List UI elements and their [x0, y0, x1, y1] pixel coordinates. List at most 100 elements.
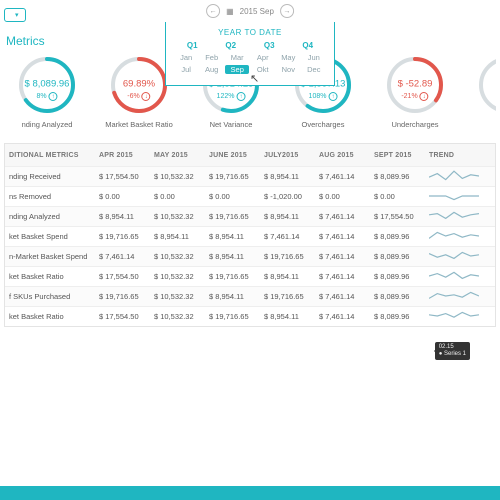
month-Jul[interactable]: Jul	[174, 65, 198, 74]
month-Sep[interactable]: Sep	[225, 65, 249, 74]
cell: $ 19,716.65	[209, 212, 264, 221]
cell: $ 8,954.11	[154, 232, 209, 241]
kpi-card: $ 8,089.96 8%↑ nding Analyzed	[4, 54, 90, 129]
chevron-down-icon: ▾	[15, 11, 19, 19]
month-Apr[interactable]: Apr	[251, 53, 275, 62]
cell: $ 19,716.65	[264, 292, 319, 301]
spark-tooltip: 02.15 ● Series 1	[435, 342, 470, 360]
kpi-label: nding Analyzed	[4, 120, 90, 129]
cell: $ 10,532.32	[154, 252, 209, 261]
cell: $ 0.00	[319, 192, 374, 201]
cell: $ 7,461.14	[319, 212, 374, 221]
cell: $ 17,554.50	[374, 212, 429, 221]
cell: $ -1,020.00	[264, 192, 319, 201]
filter-dropdown[interactable]: ▾	[4, 8, 26, 22]
cell: $ 19,716.65	[99, 232, 154, 241]
kpi-label: Undercharges	[372, 120, 458, 129]
cell: $ 8,089.96	[374, 292, 429, 301]
cell: $ 17,554.50	[99, 312, 154, 321]
cell: $ 10,532.32	[154, 292, 209, 301]
quarter-Q3[interactable]: Q3	[251, 41, 287, 50]
kpi-ring: 69.89% -6%↓	[108, 54, 170, 116]
kpi-label: Market Basket Ratio	[96, 120, 182, 129]
kpi-card: $ ↑ S	[464, 54, 496, 129]
cell: $ 0.00	[154, 192, 209, 201]
cell: $ 10,532.32	[154, 172, 209, 181]
cell: $ 19,716.65	[209, 172, 264, 181]
col-header: TREND	[429, 152, 484, 159]
cell: $ 17,554.50	[99, 272, 154, 281]
col-header: JULY2015	[264, 152, 319, 159]
row-name: ket Basket Ratio	[5, 312, 99, 321]
table-row: nding Analyzed$ 8,954.11$ 10,532.32$ 19,…	[5, 206, 495, 226]
cell: $ 8,954.11	[264, 272, 319, 281]
cell: $ 19,716.65	[209, 312, 264, 321]
calendar-icon: ▦	[226, 7, 234, 16]
footer-bar	[0, 486, 500, 500]
cell: $ 10,532.32	[154, 272, 209, 281]
kpi-label: Overcharges	[280, 120, 366, 129]
month-May[interactable]: May	[276, 53, 300, 62]
prev-month-button[interactable]: ←	[206, 4, 220, 18]
kpi-delta: 108%↑	[309, 92, 338, 101]
table-row: n-Market Basket Spend $ 7,461.14 $ 10,532.…	[5, 246, 495, 266]
kpi-delta: 8%↑	[36, 92, 57, 101]
kpi-delta: -21%↓	[401, 92, 428, 101]
cell: $ 19,716.65	[264, 252, 319, 261]
month-Jan[interactable]: Jan	[174, 53, 198, 62]
date-label: 2015 Sep	[240, 7, 274, 16]
month-Jun[interactable]: Jun	[302, 53, 326, 62]
cell: $ 7,461.14	[319, 272, 374, 281]
trend-cell	[429, 190, 484, 204]
cell: $ 8,954.11	[99, 212, 154, 221]
cell: $ 8,954.11	[209, 232, 264, 241]
kpi-delta: 122%↑	[217, 92, 246, 101]
metrics-table: DITIONAL METRICSAPR 2015MAY 2015JUNE 201…	[4, 143, 496, 327]
month-Aug[interactable]: Aug	[200, 65, 224, 74]
row-name: ket Basket Ratio	[5, 272, 99, 281]
month-Dec[interactable]: Dec	[302, 65, 326, 74]
trend-cell	[429, 270, 484, 284]
cell: $ 7,461.14	[319, 312, 374, 321]
table-row: ket Basket Ratio$ 17,554.50$ 10,532.32$ …	[5, 306, 495, 326]
row-name: nding Analyzed	[5, 212, 99, 221]
kpi-ring: $ -52.89 -21%↓	[384, 54, 446, 116]
date-selector: ← ▦ 2015 Sep →	[206, 4, 294, 18]
cell: $ 17,554.50	[99, 172, 154, 181]
cell: $ 8,954.11	[209, 252, 264, 261]
cell: $ 8,089.96	[374, 272, 429, 281]
trend-cell	[429, 230, 484, 244]
cursor-icon: ↖	[250, 72, 259, 85]
trend-cell	[429, 250, 484, 264]
quarter-Q1[interactable]: Q1	[174, 41, 210, 50]
kpi-delta: -6%↓	[127, 92, 150, 101]
month-Nov[interactable]: Nov	[276, 65, 300, 74]
cell: $ 8,089.96	[374, 312, 429, 321]
ytd-title: YEAR TO DATE	[174, 28, 326, 37]
table-row: f SKUs Purchased$ 19,716.65$ 10,532.32$ …	[5, 286, 495, 306]
next-month-button[interactable]: →	[280, 4, 294, 18]
trend-cell	[429, 310, 484, 324]
month-Mar[interactable]: Mar	[225, 53, 249, 62]
cell: $ 10,532.32	[154, 312, 209, 321]
quarter-Q4[interactable]: Q4	[290, 41, 326, 50]
table-row: nding Received$ 17,554.50$ 10,532.32$ 19…	[5, 166, 495, 186]
kpi-value: $ -52.89	[398, 79, 433, 90]
col-header: AUG 2015	[319, 152, 374, 159]
kpi-value: $ 8,089.96	[25, 79, 70, 90]
row-name: ket Basket Spend	[5, 232, 99, 241]
trend-cell	[429, 210, 484, 224]
col-header: SEPT 2015	[374, 152, 429, 159]
cell: $ 7,461.14	[319, 292, 374, 301]
quarter-Q2[interactable]: Q2	[213, 41, 249, 50]
table-row: ket Basket Ratio$ 17,554.50$ 10,532.32 $ …	[5, 266, 495, 286]
cell: $ 10,532.32	[154, 212, 209, 221]
month-Feb[interactable]: Feb	[200, 53, 224, 62]
cell: $ 7,461.14	[319, 252, 374, 261]
kpi-ring: $ 8,089.96 8%↑	[16, 54, 78, 116]
table-header: DITIONAL METRICSAPR 2015MAY 2015JUNE 201…	[5, 144, 495, 166]
cell: $ 0.00	[209, 192, 264, 201]
cell: $ 7,461.14	[264, 232, 319, 241]
row-name: n-Market Basket Spend	[5, 252, 99, 261]
cell: $ 7,461.14	[319, 172, 374, 181]
